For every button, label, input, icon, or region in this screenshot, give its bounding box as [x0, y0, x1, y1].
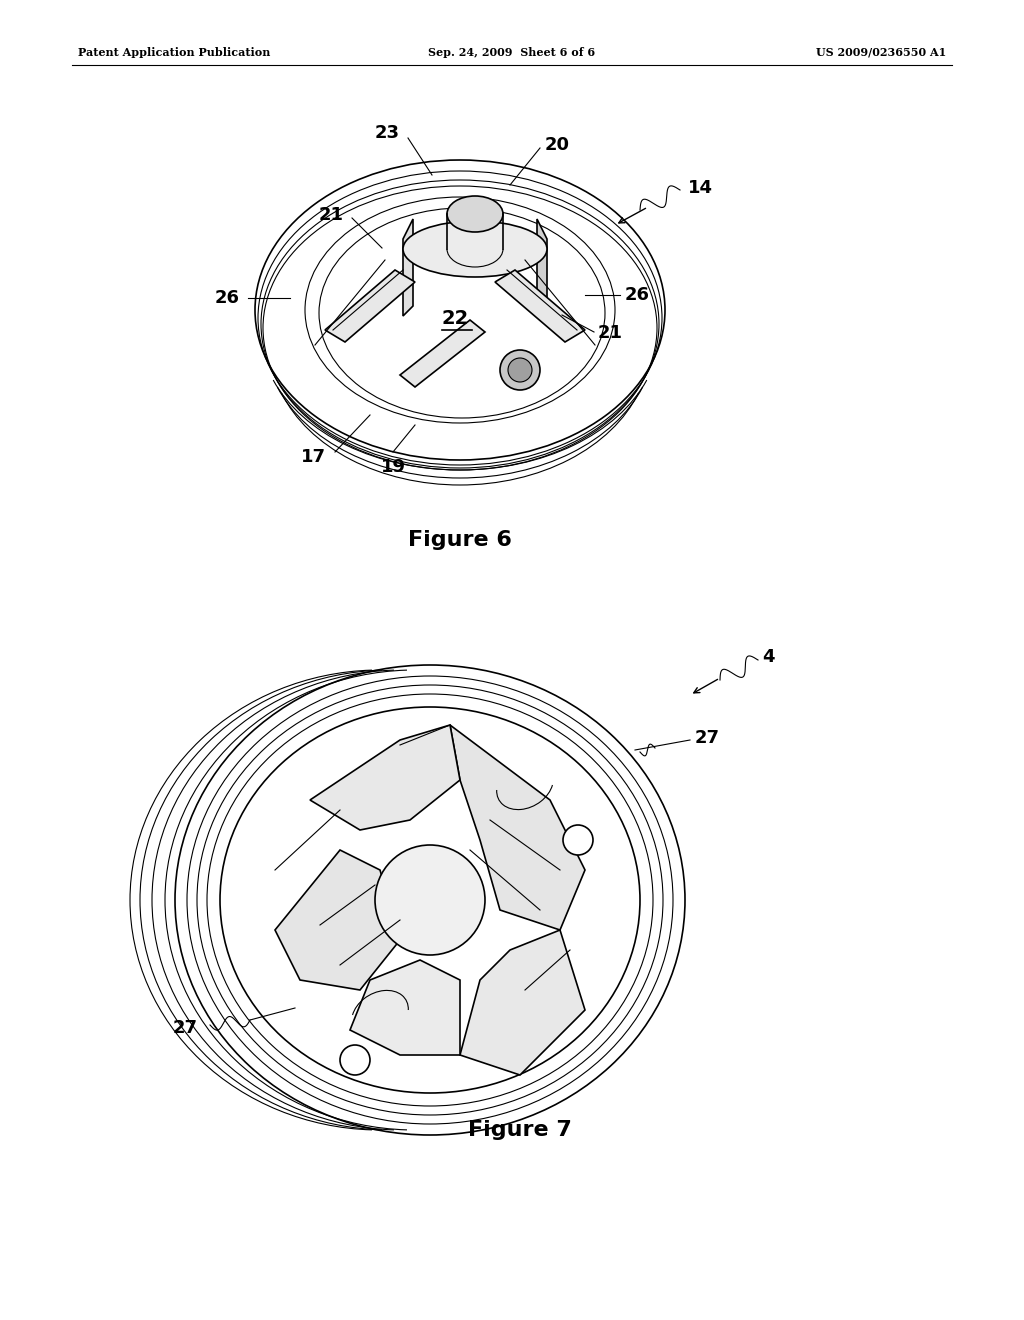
Text: US 2009/0236550 A1: US 2009/0236550 A1 [816, 46, 946, 58]
Polygon shape [325, 271, 415, 342]
Text: 19: 19 [381, 458, 406, 477]
Polygon shape [275, 850, 400, 990]
Ellipse shape [403, 220, 547, 277]
Circle shape [375, 845, 485, 954]
Text: 22: 22 [441, 309, 469, 327]
Text: 21: 21 [319, 206, 344, 224]
Text: Figure 6: Figure 6 [408, 531, 512, 550]
Text: 26: 26 [215, 289, 240, 308]
Text: 14: 14 [688, 180, 713, 197]
Text: 20: 20 [545, 136, 570, 154]
Circle shape [563, 825, 593, 855]
Text: Figure 7: Figure 7 [468, 1119, 572, 1140]
Polygon shape [460, 931, 585, 1074]
Ellipse shape [447, 195, 503, 232]
Polygon shape [495, 271, 585, 342]
Text: 21: 21 [598, 323, 623, 342]
Text: Sep. 24, 2009  Sheet 6 of 6: Sep. 24, 2009 Sheet 6 of 6 [428, 46, 596, 58]
Polygon shape [400, 319, 485, 387]
Text: 4: 4 [762, 648, 774, 667]
Text: 26: 26 [625, 286, 650, 304]
Text: 27: 27 [173, 1019, 198, 1038]
Text: 17: 17 [301, 447, 326, 466]
Circle shape [340, 1045, 370, 1074]
Circle shape [500, 350, 540, 389]
Polygon shape [537, 219, 547, 315]
Polygon shape [310, 725, 460, 830]
Text: Patent Application Publication: Patent Application Publication [78, 46, 270, 58]
Polygon shape [350, 960, 460, 1055]
Circle shape [508, 358, 532, 381]
Polygon shape [450, 725, 585, 931]
Text: 27: 27 [695, 729, 720, 747]
Text: 23: 23 [375, 124, 400, 143]
Polygon shape [403, 219, 413, 315]
